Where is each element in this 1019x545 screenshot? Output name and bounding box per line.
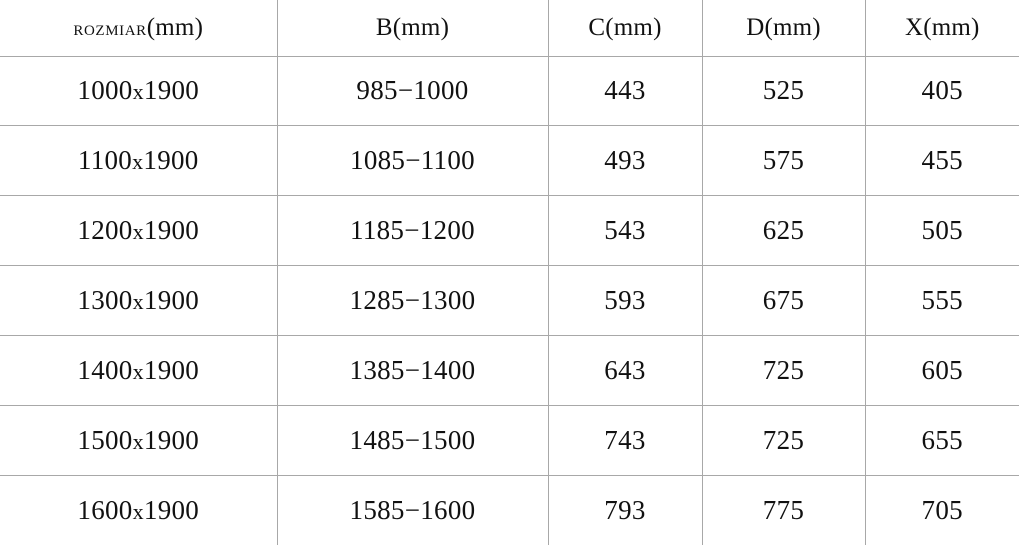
cell-size-height: 1900 — [143, 424, 200, 455]
cell-size-separator: x — [132, 149, 144, 175]
cell-size-separator: x — [132, 219, 144, 245]
column-header-rozmiar: ROZMIAR(mm) — [0, 0, 278, 57]
cell-c: 743 — [548, 405, 703, 476]
cell-size-height: 1900 — [143, 284, 200, 315]
cell-b: 1085−1100 — [277, 125, 549, 197]
cell-d: 525 — [702, 56, 866, 127]
column-header-rozmiar-key: ROZMIAR — [73, 15, 147, 40]
column-header-x-key: X — [904, 13, 924, 41]
column-header-rozmiar-unit: (mm) — [146, 13, 204, 41]
column-header-d-unit: (mm) — [764, 13, 821, 41]
cell-x: 555 — [865, 265, 1019, 336]
table-row: 1100x1900 1085−1100 493 575 455 — [0, 125, 1019, 197]
cell-x: 455 — [865, 125, 1019, 197]
cell-size: 1600x1900 — [0, 475, 278, 545]
cell-c: 543 — [548, 195, 703, 267]
column-header-x-unit: (mm) — [923, 13, 980, 41]
cell-size-separator: x — [132, 498, 144, 524]
cell-size-height: 1900 — [143, 494, 200, 525]
cell-d: 725 — [702, 405, 866, 476]
cell-c: 593 — [548, 265, 703, 336]
cell-size-height: 1900 — [143, 145, 199, 176]
cell-b: 1285−1300 — [277, 265, 549, 336]
cell-d: 625 — [702, 195, 866, 267]
column-header-d: D(mm) — [702, 0, 866, 57]
cell-size-height: 1900 — [143, 215, 200, 246]
cell-size-separator: x — [132, 358, 144, 384]
cell-size: 1500x1900 — [0, 405, 278, 476]
table-body: 1000x1900 985−1000 443 525 405 1100x1900… — [0, 56, 1019, 545]
cell-size-width: 1100 — [77, 145, 133, 176]
cell-d: 775 — [702, 475, 866, 545]
cell-b: 1585−1600 — [277, 475, 549, 545]
table-header: ROZMIAR(mm) B(mm) C(mm) D(mm) X(mm) — [0, 0, 1019, 57]
cell-size-height: 1900 — [143, 75, 200, 106]
table-row: 1600x1900 1585−1600 793 775 705 — [0, 475, 1019, 545]
cell-size: 1100x1900 — [0, 125, 278, 197]
cell-size: 1200x1900 — [0, 195, 278, 267]
table-row: 1200x1900 1185−1200 543 625 505 — [0, 195, 1019, 267]
cell-size: 1000x1900 — [0, 56, 278, 127]
cell-c: 443 — [548, 56, 703, 127]
column-header-x: X(mm) — [865, 0, 1019, 57]
cell-size: 1400x1900 — [0, 335, 278, 406]
cell-d: 575 — [702, 125, 866, 197]
cell-d: 725 — [702, 335, 866, 406]
cell-size-width: 1400 — [77, 354, 133, 385]
cell-d: 675 — [702, 265, 866, 336]
cell-x: 505 — [865, 195, 1019, 267]
cell-size-separator: x — [132, 79, 144, 105]
cell-x: 705 — [921, 494, 963, 525]
cell-x: 605 — [865, 335, 1019, 406]
cell-b: 985−1000 — [277, 56, 549, 127]
column-header-d-key: D — [746, 13, 765, 41]
cell-size-width: 1300 — [77, 284, 133, 315]
cell-size-separator: x — [132, 428, 144, 454]
cell-c: 643 — [548, 335, 703, 406]
cell-size-width: 1200 — [77, 215, 133, 246]
cell-size-height: 1900 — [143, 354, 200, 385]
table-row: 1300x1900 1285−1300 593 675 555 — [0, 265, 1019, 336]
cell-c: 793 — [548, 475, 703, 545]
cell-b: 1485−1500 — [277, 405, 549, 476]
cell-size-width: 1600 — [77, 494, 133, 525]
column-header-c: C(mm) — [548, 0, 703, 57]
column-header-b-unit: (mm) — [392, 13, 450, 41]
cell-b: 1185−1200 — [277, 195, 549, 267]
cell-c: 493 — [548, 125, 703, 197]
column-header-c-unit: (mm) — [605, 13, 662, 41]
column-header-c-key: C — [588, 13, 606, 41]
cell-x: 405 — [865, 56, 1019, 127]
table-row: 1000x1900 985−1000 443 525 405 — [0, 56, 1019, 127]
cell-size: 1300x1900 — [0, 265, 278, 336]
cell-size-separator: x — [132, 288, 144, 314]
cell-b: 1385−1400 — [277, 335, 549, 406]
column-header-b-key: B — [375, 13, 393, 41]
table-row: 1400x1900 1385−1400 643 725 605 — [0, 335, 1019, 406]
cell-size-width: 1000 — [77, 75, 133, 106]
cell-size-width: 1500 — [77, 424, 133, 455]
table-header-row: ROZMIAR(mm) B(mm) C(mm) D(mm) X(mm) — [0, 0, 1019, 57]
cell-x: 655 — [865, 405, 1019, 476]
table-row: 1500x1900 1485−1500 743 725 655 — [0, 405, 1019, 476]
column-header-b: B(mm) — [277, 0, 549, 57]
